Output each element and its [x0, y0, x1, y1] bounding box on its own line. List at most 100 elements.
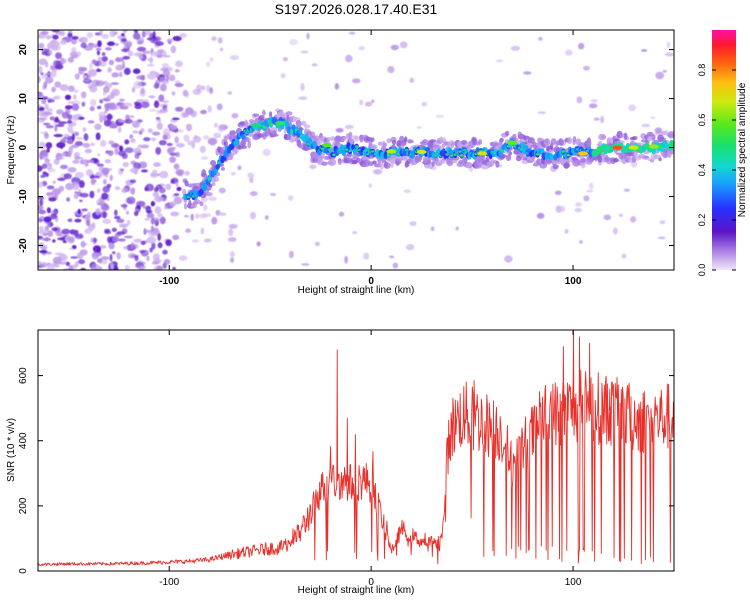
figure-title: S197.2026.028.17.40.E31	[275, 1, 438, 17]
noise-blob	[40, 131, 45, 134]
noise-blob	[101, 56, 108, 62]
noise-blob	[100, 139, 107, 147]
noise-blob	[335, 128, 344, 133]
noise-blob	[158, 49, 167, 57]
noise-blob	[38, 218, 43, 223]
noise-blob	[133, 238, 143, 243]
noise-blob	[150, 225, 154, 232]
noise-blob	[80, 240, 86, 248]
noise-blob	[175, 143, 185, 148]
noise-blob	[96, 50, 100, 56]
noise-blob	[123, 235, 133, 239]
noise-blob	[40, 72, 44, 75]
noise-blob	[650, 116, 656, 120]
noise-blob	[387, 66, 395, 74]
noise-blob	[623, 188, 631, 192]
snr-plot-area	[38, 330, 674, 567]
track-halo	[505, 154, 512, 161]
noise-blob	[161, 100, 170, 103]
noise-blob	[42, 96, 49, 100]
noise-blob	[48, 163, 52, 167]
track-halo	[486, 161, 492, 168]
noise-blob	[455, 226, 459, 231]
noise-blob	[38, 117, 48, 121]
noise-blob	[96, 198, 106, 206]
y-tick-label: 10	[18, 93, 29, 105]
noise-blob	[61, 228, 71, 235]
noise-blob	[155, 147, 162, 155]
noise-blob	[109, 91, 116, 97]
noise-blob	[169, 201, 175, 207]
noise-blob	[334, 83, 340, 90]
noise-blob	[133, 32, 141, 40]
track-halo	[522, 156, 528, 161]
noise-blob	[67, 37, 73, 42]
noise-blob	[262, 148, 271, 156]
track-halo	[623, 132, 628, 140]
track-halo	[301, 120, 307, 126]
noise-blob	[159, 76, 167, 83]
noise-blob	[155, 117, 161, 120]
noise-blob	[86, 219, 91, 227]
noise-blob	[158, 197, 166, 201]
snr-panel: -100 0 100 0 200 400 600 Height of straight li…	[6, 329, 675, 596]
noise-blob	[112, 251, 116, 255]
noise-blob	[125, 114, 131, 121]
track-halo	[661, 130, 667, 135]
track-halo	[232, 147, 238, 155]
noise-blob	[81, 208, 88, 212]
noise-blob	[559, 205, 566, 212]
noise-blob	[134, 208, 140, 212]
noise-blob	[218, 187, 226, 194]
noise-blob	[157, 233, 161, 241]
noise-blob	[51, 227, 58, 231]
noise-blob	[206, 61, 211, 67]
noise-blob	[83, 133, 89, 141]
noise-blob	[97, 153, 101, 157]
noise-blob	[52, 239, 56, 243]
track-halo	[392, 139, 396, 146]
noise-blob	[227, 237, 237, 242]
noise-blob	[169, 152, 177, 156]
noise-blob	[100, 245, 107, 249]
noise-blob	[52, 44, 62, 51]
noise-blob	[590, 99, 598, 103]
noise-blob	[613, 227, 618, 235]
noise-blob	[48, 49, 53, 55]
noise-blob	[117, 238, 126, 242]
noise-blob	[38, 196, 45, 200]
track-halo	[249, 119, 255, 124]
noise-blob	[247, 172, 254, 179]
noise-blob	[184, 214, 189, 218]
noise-blob	[74, 171, 85, 179]
noise-blob	[74, 73, 80, 80]
noise-blob	[40, 245, 48, 250]
noise-blob	[537, 111, 546, 114]
y-tick-label: 200	[18, 497, 29, 514]
noise-blob	[56, 142, 66, 149]
noise-blob	[207, 105, 212, 113]
noise-blob	[219, 47, 224, 52]
noise-blob	[209, 86, 213, 95]
track-hot	[566, 153, 570, 157]
noise-blob	[52, 256, 62, 264]
noise-blob	[121, 228, 128, 235]
noise-blob	[201, 85, 206, 91]
noise-blob	[45, 125, 54, 129]
track-peak	[477, 151, 488, 156]
noise-blob	[41, 163, 48, 169]
noise-blob	[54, 64, 64, 70]
noise-blob	[108, 140, 115, 145]
track-halo	[338, 160, 342, 166]
x-tick-label: -100	[159, 276, 179, 287]
noise-blob	[92, 245, 102, 253]
noise-blob	[166, 67, 173, 72]
noise-blob	[131, 120, 140, 128]
noise-blob	[153, 265, 164, 270]
noise-blob	[154, 41, 164, 46]
noise-blob	[71, 103, 80, 111]
noise-blob	[46, 263, 56, 269]
track-halo	[508, 151, 513, 156]
noise-blob	[47, 42, 51, 50]
